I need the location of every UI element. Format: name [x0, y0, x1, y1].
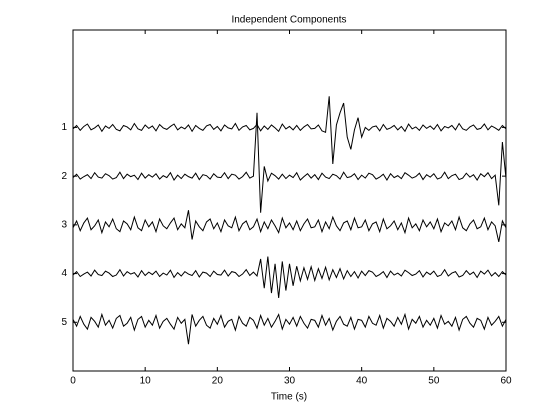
- x-tick-label: 10: [140, 376, 152, 387]
- chart-title: Independent Components: [231, 15, 346, 26]
- signal-line: [72, 96, 507, 165]
- y-tick-label: 4: [61, 268, 67, 279]
- x-tick-label: 60: [500, 376, 512, 387]
- x-tick-label: 30: [284, 376, 296, 387]
- x-tick-label: 50: [428, 376, 440, 387]
- x-axis-label: Time (s): [271, 392, 307, 403]
- x-tick-label: 20: [212, 376, 224, 387]
- signal-line: [72, 312, 507, 345]
- signal-line: [72, 112, 507, 213]
- x-tick-label: 0: [70, 376, 76, 387]
- signal-line: [72, 210, 507, 243]
- y-tick-label: 5: [61, 317, 67, 328]
- y-tick-label: 3: [61, 219, 67, 230]
- y-tick-label: 2: [61, 171, 67, 182]
- y-tick-label: 1: [61, 122, 67, 133]
- plot-frame: [72, 29, 507, 372]
- signal-line: [72, 256, 507, 298]
- x-tick-label: 40: [356, 376, 368, 387]
